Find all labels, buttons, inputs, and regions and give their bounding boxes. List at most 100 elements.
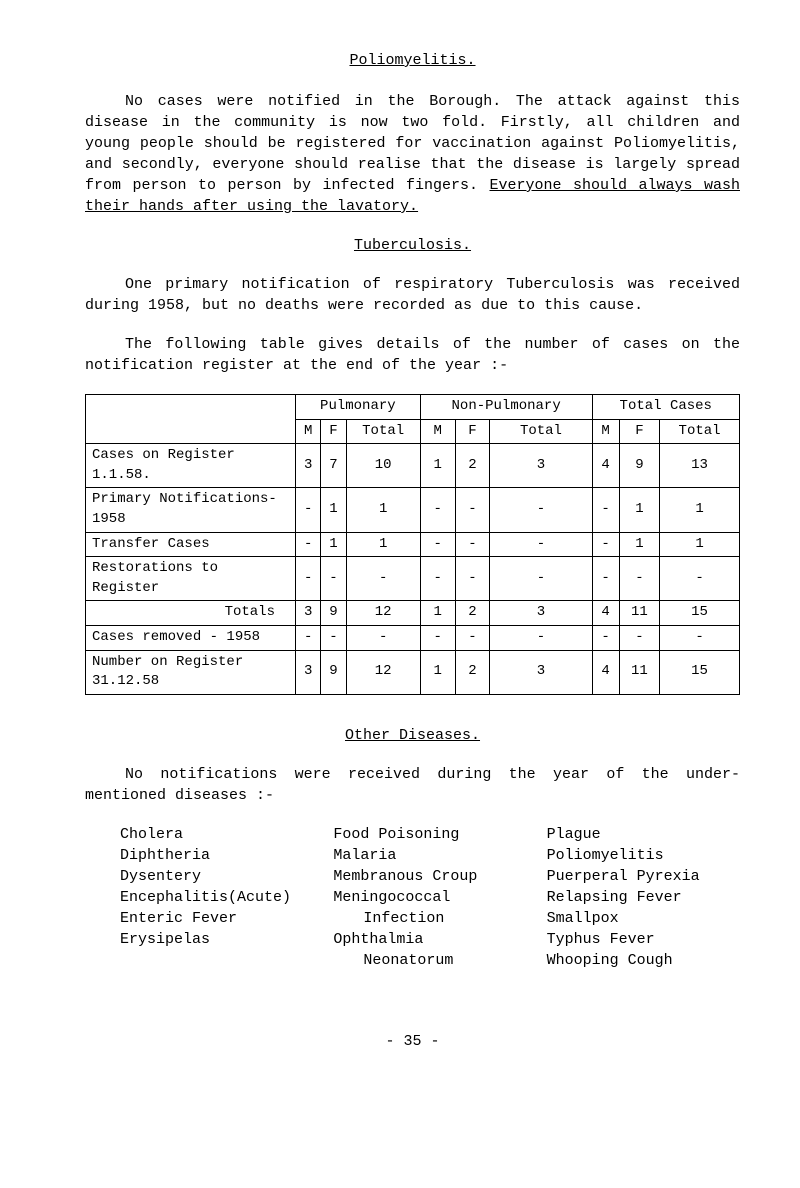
disease-item: Neonatorum xyxy=(333,950,526,971)
disease-list: CholeraDiphtheriaDysenteryEncephalitis(A… xyxy=(85,824,740,971)
cell: 15 xyxy=(660,650,740,694)
table-row: Restorations to Register - - - - - - - -… xyxy=(86,557,740,601)
disease-item: Diphtheria xyxy=(120,845,313,866)
cell: - xyxy=(420,488,455,532)
cell: - xyxy=(490,557,592,601)
cell: 7 xyxy=(321,444,346,488)
cell: - xyxy=(321,557,346,601)
row-label: Cases on Register 1.1.58. xyxy=(86,444,296,488)
cell: - xyxy=(660,625,740,650)
cell: 2 xyxy=(455,444,490,488)
tb-para1: One primary notification of respiratory … xyxy=(85,274,740,316)
nonpulmonary-header: Non-Pulmonary xyxy=(420,395,592,420)
totalcases-header: Total Cases xyxy=(592,395,739,420)
table-header-row-1: Pulmonary Non-Pulmonary Total Cases xyxy=(86,395,740,420)
row-label: Number on Register 31.12.58 xyxy=(86,650,296,694)
cell: 3 xyxy=(490,444,592,488)
pulmonary-header: Pulmonary xyxy=(296,395,421,420)
disease-item: Poliomyelitis xyxy=(547,845,740,866)
cell: 11 xyxy=(619,601,659,626)
cell: - xyxy=(592,625,619,650)
cell: - xyxy=(592,488,619,532)
disease-item: Plague xyxy=(547,824,740,845)
row-label: Totals xyxy=(86,601,296,626)
cell: 12 xyxy=(346,601,420,626)
totals-row: Totals 3 9 12 1 2 3 4 11 15 xyxy=(86,601,740,626)
cell: - xyxy=(346,625,420,650)
row-label: Restorations to Register xyxy=(86,557,296,601)
cell: 1 xyxy=(420,601,455,626)
cell: - xyxy=(296,532,321,557)
cell: 11 xyxy=(619,650,659,694)
disease-item: Smallpox xyxy=(547,908,740,929)
disease-item: Typhus Fever xyxy=(547,929,740,950)
col-f: F xyxy=(455,419,490,444)
table-row: Cases on Register 1.1.58. 3 7 10 1 2 3 4… xyxy=(86,444,740,488)
col-total: Total xyxy=(660,419,740,444)
cell: 15 xyxy=(660,601,740,626)
cell: 4 xyxy=(592,650,619,694)
disease-item: Ophthalmia xyxy=(333,929,526,950)
cell: - xyxy=(321,625,346,650)
cell: - xyxy=(455,488,490,532)
cell: - xyxy=(490,488,592,532)
cell: - xyxy=(592,532,619,557)
cell: 3 xyxy=(296,601,321,626)
disease-item: Erysipelas xyxy=(120,929,313,950)
col-m: M xyxy=(592,419,619,444)
cell: 1 xyxy=(321,532,346,557)
disease-item: Relapsing Fever xyxy=(547,887,740,908)
cell: 1 xyxy=(346,532,420,557)
cell: 9 xyxy=(619,444,659,488)
cell: 1 xyxy=(346,488,420,532)
cell: 3 xyxy=(296,650,321,694)
disease-item: Membranous Croup xyxy=(333,866,526,887)
cell: - xyxy=(420,532,455,557)
cell: - xyxy=(619,625,659,650)
table-row: Transfer Cases - 1 1 - - - - 1 1 xyxy=(86,532,740,557)
cell: - xyxy=(420,557,455,601)
col-m: M xyxy=(296,419,321,444)
cell: 9 xyxy=(321,650,346,694)
cell: - xyxy=(660,557,740,601)
disease-item: Infection xyxy=(333,908,526,929)
disease-col-3: PlaguePoliomyelitisPuerperal PyrexiaRela… xyxy=(547,824,740,971)
cell: - xyxy=(490,532,592,557)
cell: - xyxy=(296,557,321,601)
col-f: F xyxy=(321,419,346,444)
tb-para2: The following table gives details of the… xyxy=(85,334,740,376)
cell: - xyxy=(296,488,321,532)
cell: 1 xyxy=(660,488,740,532)
cell: 1 xyxy=(420,444,455,488)
disease-item: Food Poisoning xyxy=(333,824,526,845)
other-diseases-title: Other Diseases. xyxy=(85,725,740,746)
row-label: Transfer Cases xyxy=(86,532,296,557)
cell: 4 xyxy=(592,601,619,626)
cell: - xyxy=(455,625,490,650)
cell: - xyxy=(455,557,490,601)
tb-title: Tuberculosis. xyxy=(85,235,740,256)
cell: - xyxy=(296,625,321,650)
cell: 1 xyxy=(619,532,659,557)
cell: 4 xyxy=(592,444,619,488)
cell: 12 xyxy=(346,650,420,694)
cell: 1 xyxy=(420,650,455,694)
col-f: F xyxy=(619,419,659,444)
cell: 9 xyxy=(321,601,346,626)
cell: 1 xyxy=(660,532,740,557)
cell: 2 xyxy=(455,650,490,694)
cell: 2 xyxy=(455,601,490,626)
row-label: Cases removed - 1958 xyxy=(86,625,296,650)
cell: 1 xyxy=(321,488,346,532)
cell: 1 xyxy=(619,488,659,532)
cell: - xyxy=(420,625,455,650)
disease-item: Meningococcal xyxy=(333,887,526,908)
final-row: Number on Register 31.12.58 3 9 12 1 2 3… xyxy=(86,650,740,694)
cell: - xyxy=(346,557,420,601)
col-total: Total xyxy=(346,419,420,444)
tb-table: Pulmonary Non-Pulmonary Total Cases M F … xyxy=(85,394,740,695)
cell: - xyxy=(592,557,619,601)
cell: 3 xyxy=(490,650,592,694)
polio-paragraph: No cases were notified in the Borough. T… xyxy=(85,91,740,217)
col-m: M xyxy=(420,419,455,444)
